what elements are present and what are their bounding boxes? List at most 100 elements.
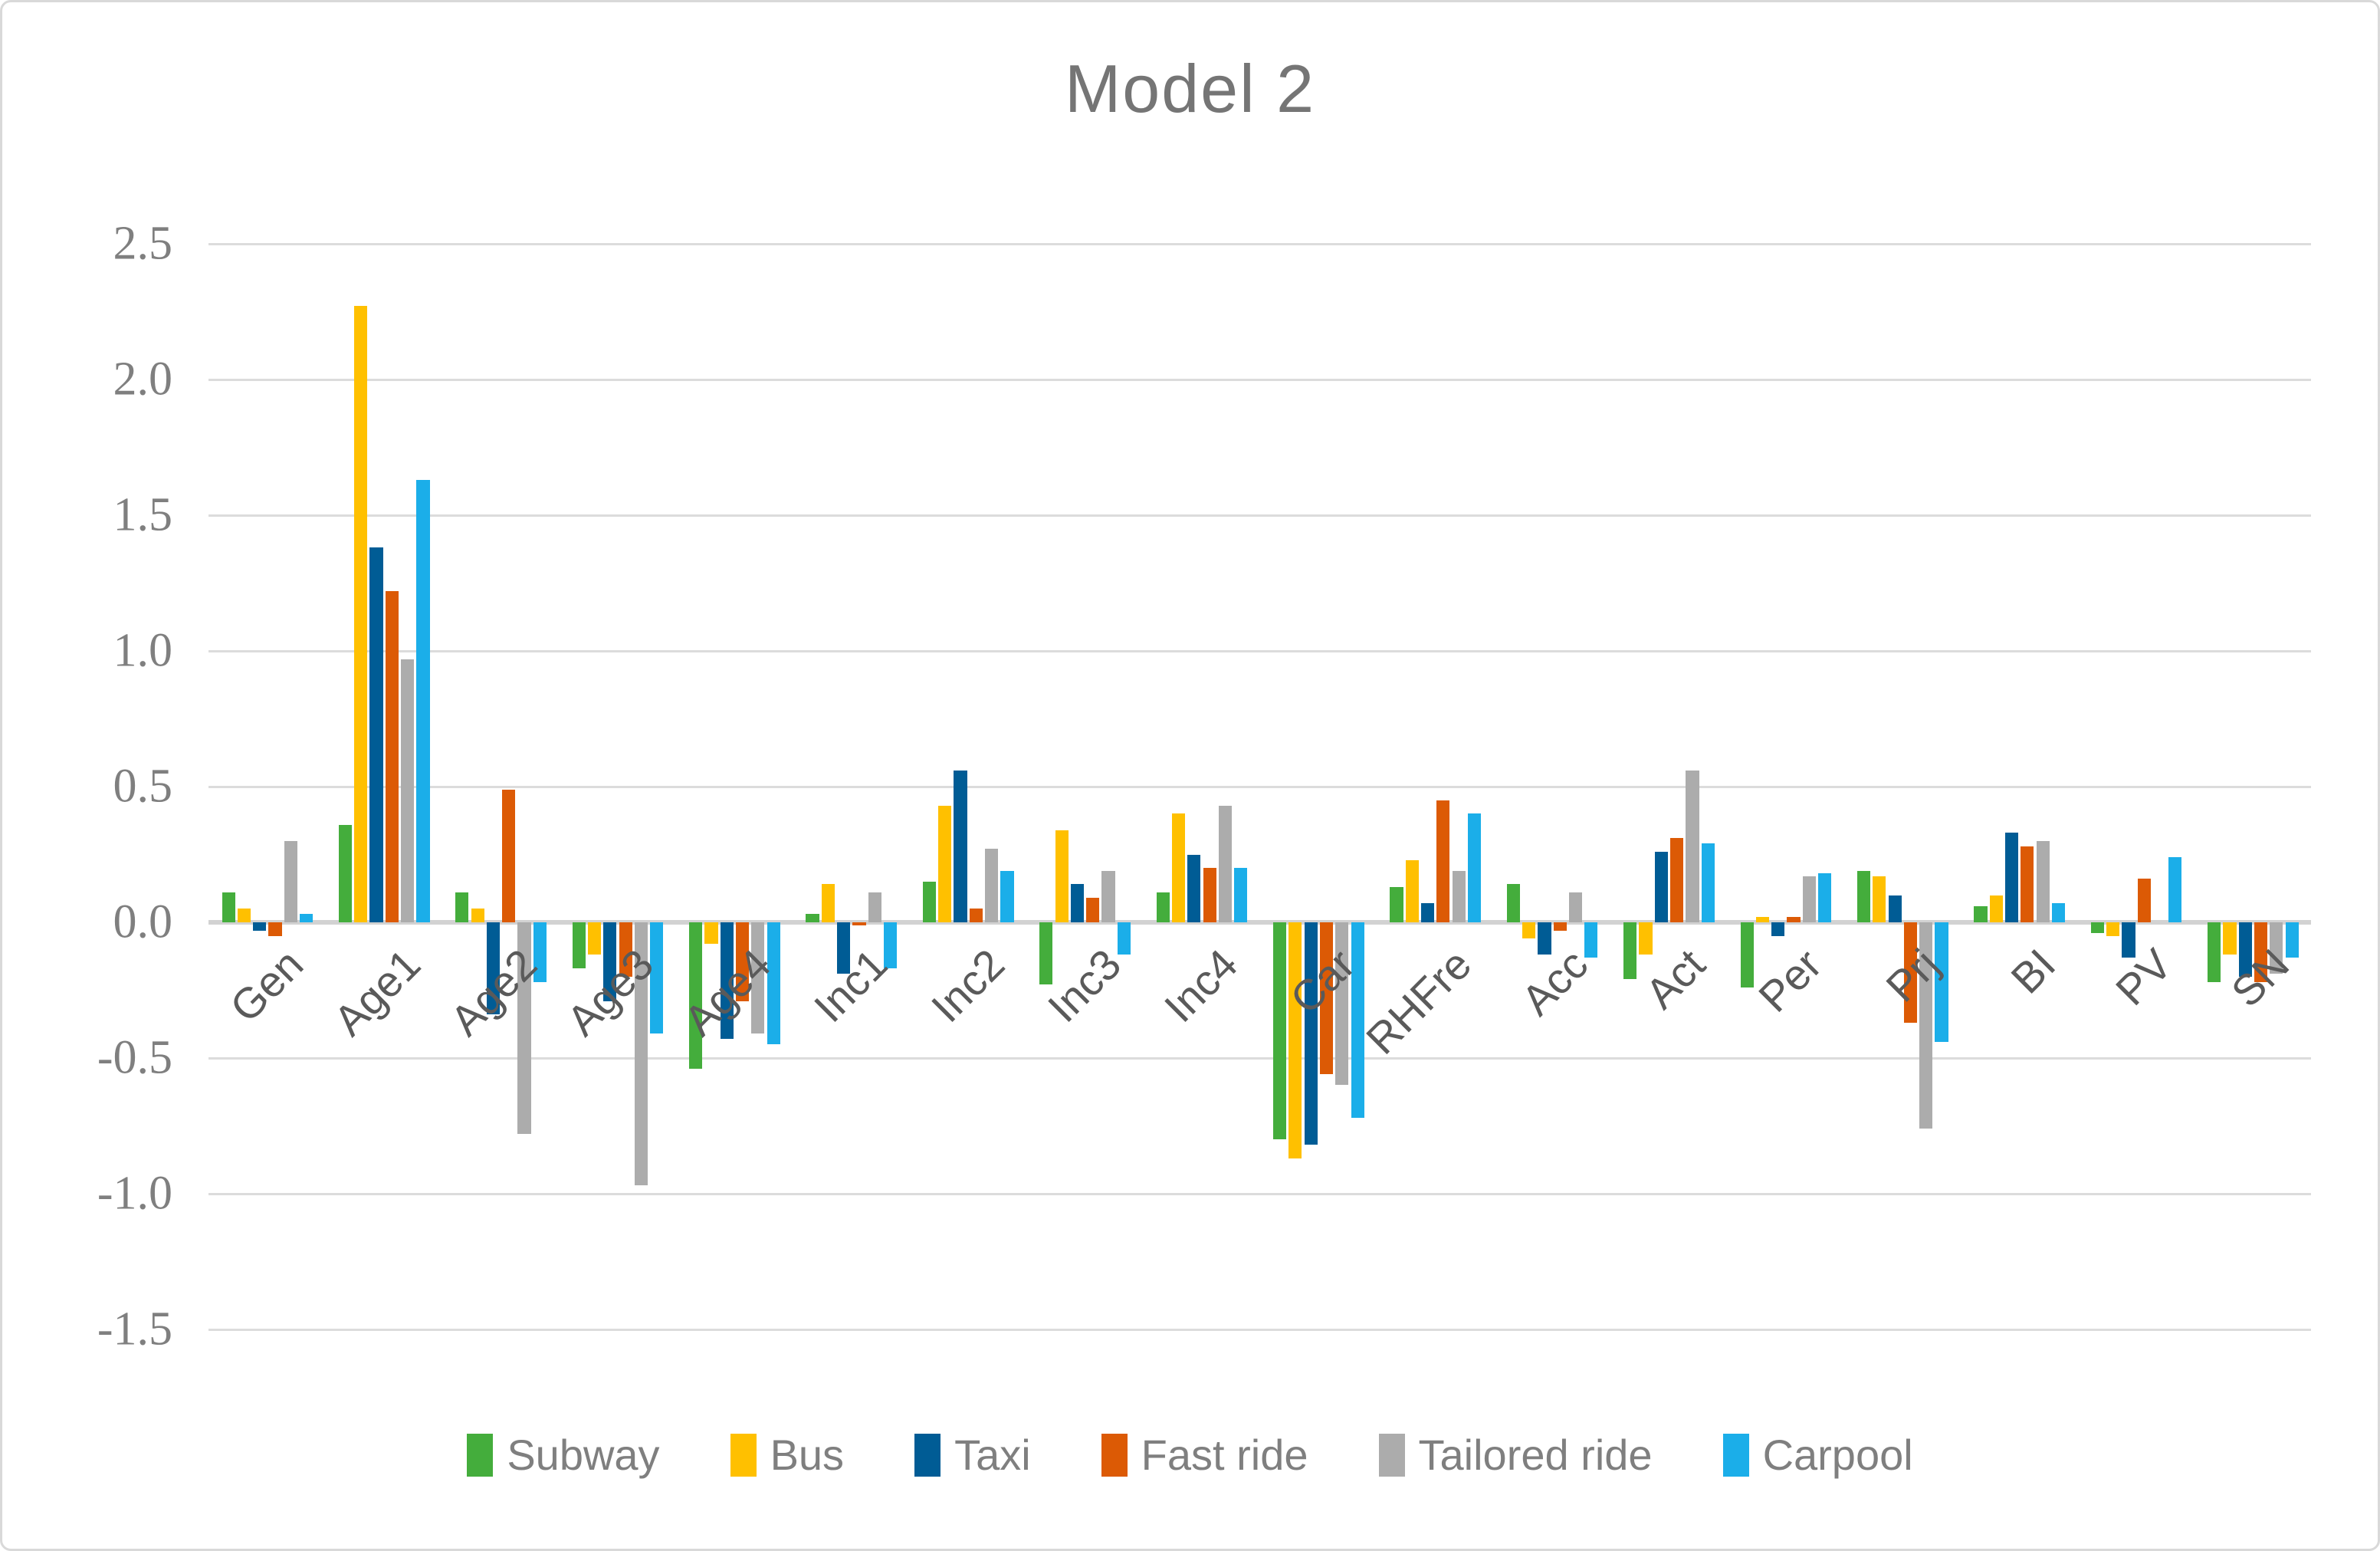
bar-carpool-age4 <box>767 922 780 1045</box>
bar-taxi-age1 <box>369 547 383 922</box>
bar-fast-ride-gen <box>268 922 282 936</box>
bar-bus-age3 <box>587 922 602 955</box>
bar-subway-inc3 <box>1039 922 1053 985</box>
bar-bus-inc1 <box>821 884 835 922</box>
bar-subway-inc2 <box>922 881 937 922</box>
bar-subway-age3 <box>572 922 586 969</box>
bar-bus-inc2 <box>938 805 952 922</box>
bar-tailored-ride-age3 <box>634 922 648 1186</box>
bar-fast-ride-sn <box>2254 922 2268 982</box>
bar-subway-gen <box>222 892 235 922</box>
y-axis-tick-label: 1.5 <box>113 488 173 541</box>
legend-item-tailored-ride: Tailored ride <box>1378 1430 1653 1480</box>
bar-bus-act <box>1639 922 1653 955</box>
gridline <box>208 649 2311 652</box>
legend-label: Subway <box>507 1431 660 1479</box>
bar-carpool-age2 <box>533 922 547 982</box>
bar-bus-age4 <box>704 922 718 945</box>
bar-fast-ride-age2 <box>502 789 516 922</box>
x-axis-category-label: RHFre <box>1357 939 1481 1063</box>
bar-tailored-ride-acc <box>1568 892 1583 922</box>
legend-item-bus: Bus <box>730 1430 844 1480</box>
bar-carpool-prj <box>1935 922 1948 1042</box>
bar-taxi-age4 <box>720 922 734 1040</box>
bar-subway-rhfre <box>1390 886 1403 922</box>
bar-tailored-ride-act <box>1686 770 1699 922</box>
bar-bus-inc3 <box>1055 830 1069 922</box>
bar-bus-per <box>1755 916 1770 922</box>
bar-bus-sn <box>2223 922 2237 955</box>
gridline <box>208 785 2311 788</box>
bar-bus-inc4 <box>1171 813 1186 922</box>
x-axis-category-label: Per <box>1749 939 1831 1021</box>
legend-label: Taxi <box>954 1431 1031 1479</box>
bar-subway-per <box>1740 922 1754 987</box>
bar-tailored-ride-age2 <box>517 922 531 1135</box>
bar-tailored-ride-rhfre <box>1452 870 1466 922</box>
bar-taxi-inc2 <box>954 770 967 922</box>
bar-fast-ride-inc2 <box>969 909 983 922</box>
bar-tailored-ride-inc2 <box>985 849 999 922</box>
bar-subway-inc1 <box>806 914 819 922</box>
bar-tailored-ride-inc4 <box>1218 805 1232 922</box>
bar-carpool-car <box>1351 922 1364 1118</box>
bar-tailored-ride-car <box>1335 922 1349 1086</box>
bar-carpool-sn <box>2285 922 2299 958</box>
gridline <box>208 514 2311 517</box>
y-axis-tick-label: 2.5 <box>113 217 173 270</box>
bar-subway-pv <box>2090 922 2104 934</box>
x-axis-category-label: Age1 <box>323 939 429 1045</box>
x-axis-category-label: PV <box>2106 939 2181 1015</box>
legend-label: Tailored ride <box>1418 1431 1653 1479</box>
bar-taxi-gen <box>253 922 267 931</box>
legend-swatch-icon <box>1101 1433 1128 1477</box>
bar-fast-ride-age3 <box>619 922 632 977</box>
legend-item-taxi: Taxi <box>914 1430 1031 1480</box>
gridline <box>208 378 2311 381</box>
bar-subway-car <box>1273 922 1287 1140</box>
x-axis-zero-line <box>208 920 2311 925</box>
legend-label: Carpool <box>1762 1431 1913 1479</box>
x-axis-category-label: Inc4 <box>1155 939 1247 1032</box>
bar-taxi-rhfre <box>1420 903 1435 922</box>
bar-carpool-inc3 <box>1117 922 1131 955</box>
bar-taxi-bi <box>2004 833 2019 922</box>
bar-taxi-car <box>1304 922 1318 1145</box>
bar-carpool-pv <box>2168 857 2182 922</box>
bar-carpool-bi <box>2051 903 2066 922</box>
bar-carpool-inc4 <box>1234 868 1248 922</box>
y-axis-tick-label: 1.0 <box>113 624 173 677</box>
legend-swatch-icon <box>730 1433 757 1477</box>
bar-fast-ride-rhfre <box>1436 800 1450 922</box>
bar-carpool-gen <box>300 914 314 922</box>
y-axis-tick-label: -0.5 <box>97 1031 172 1084</box>
bar-fast-ride-acc <box>1553 922 1567 931</box>
bar-carpool-inc1 <box>883 922 898 969</box>
bar-fast-ride-prj <box>1903 922 1918 1023</box>
legend-item-carpool: Carpool <box>1722 1430 1913 1480</box>
y-axis-tick-label: 0.0 <box>113 895 173 948</box>
legend-swatch-icon <box>914 1433 941 1477</box>
bar-taxi-age2 <box>486 922 501 1015</box>
legend-swatch-icon <box>1722 1433 1749 1477</box>
gridline <box>208 1328 2311 1331</box>
bar-fast-ride-car <box>1319 922 1334 1075</box>
y-axis-tick-label: 2.0 <box>113 353 173 406</box>
bar-taxi-act <box>1654 851 1668 922</box>
legend-label: Fast ride <box>1141 1431 1308 1479</box>
bar-taxi-inc4 <box>1187 854 1201 922</box>
bar-subway-inc4 <box>1156 892 1170 922</box>
bar-bus-age1 <box>354 306 368 922</box>
bar-tailored-ride-sn <box>2270 922 2283 974</box>
bar-subway-acc <box>1506 884 1520 922</box>
bar-taxi-acc <box>1538 922 1551 955</box>
y-axis-tick-label: -1.5 <box>97 1303 172 1355</box>
bar-carpool-rhfre <box>1467 813 1482 922</box>
bar-bus-acc <box>1522 922 1536 939</box>
bar-fast-ride-age4 <box>735 922 750 1001</box>
bar-fast-ride-pv <box>2137 879 2151 922</box>
bar-carpool-acc <box>1584 922 1598 958</box>
bar-fast-ride-inc4 <box>1203 868 1216 922</box>
y-axis-tick-label: -1.0 <box>97 1167 172 1220</box>
